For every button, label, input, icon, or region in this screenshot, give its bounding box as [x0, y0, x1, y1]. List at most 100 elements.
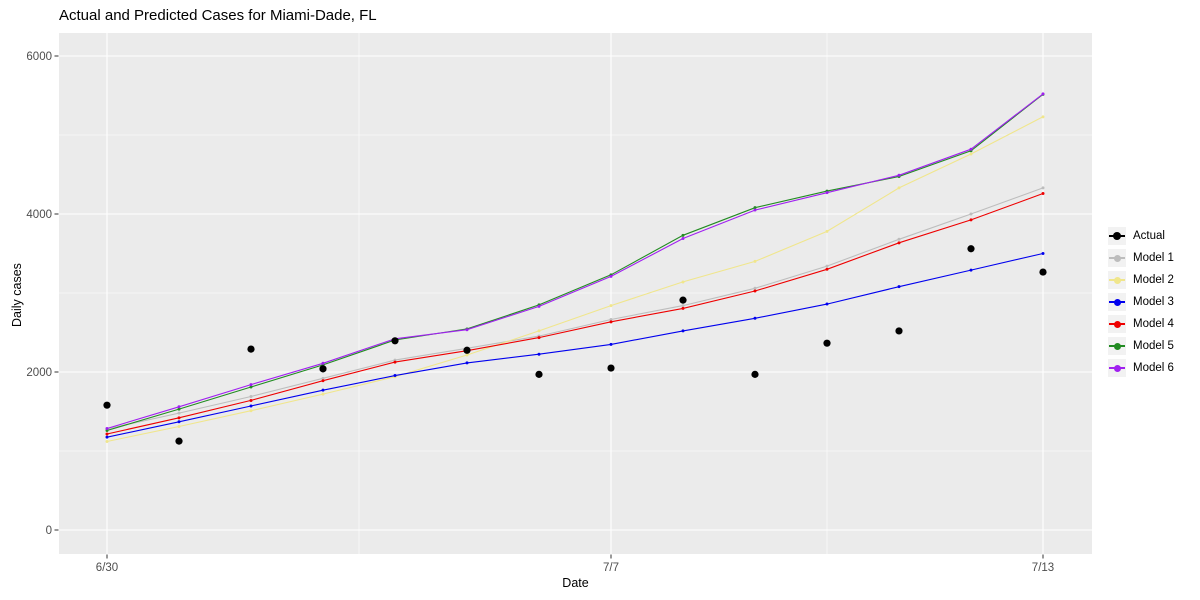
series-point-model-4	[105, 432, 109, 436]
series-point-model-4	[825, 267, 829, 271]
series-point-model-5	[681, 233, 685, 237]
legend-key-icon	[1108, 249, 1126, 267]
series-point-model-2	[177, 425, 181, 429]
actual-point	[247, 345, 255, 353]
series-line-model-6	[106, 93, 1044, 430]
series-line-model-4	[106, 192, 1044, 435]
legend-item: Model 3	[1108, 291, 1174, 313]
series-point-model-6	[609, 274, 613, 278]
series-point-model-5	[753, 206, 757, 210]
series-point-model-1	[897, 237, 901, 241]
chart-title: Actual and Predicted Cases for Miami-Dad…	[59, 7, 377, 24]
series-point-model-3	[105, 435, 109, 439]
series-point-model-4	[609, 320, 613, 324]
series-point-model-2	[465, 353, 469, 357]
series-point-model-6	[465, 328, 469, 332]
series-point-model-2	[537, 329, 541, 333]
series-line-model-3	[106, 252, 1044, 438]
legend-item: Actual	[1108, 225, 1174, 247]
actual-point	[1039, 268, 1047, 276]
legend-item: Model 1	[1108, 247, 1174, 269]
actual-point	[895, 327, 903, 335]
legend-item-label: Model 4	[1133, 318, 1174, 330]
legend-item-label: Model 1	[1133, 252, 1174, 264]
series-point-model-3	[177, 420, 181, 424]
series-point-model-1	[969, 212, 973, 216]
legend-point-glyph	[1114, 343, 1121, 350]
series-line-model-2	[106, 116, 1044, 443]
series-point-model-1	[1041, 186, 1045, 190]
series-point-model-2	[969, 152, 973, 156]
series-point-model-4	[753, 289, 757, 293]
legend-key-icon	[1108, 315, 1126, 333]
series-point-model-2	[105, 440, 109, 444]
legend-point-glyph	[1114, 321, 1121, 328]
legend: Actual Model 1 Model 2 Model 3 Model 4 Model …	[1108, 225, 1174, 379]
series-point-model-6	[969, 147, 973, 151]
legend-item-label: Actual	[1133, 230, 1165, 242]
y-axis-title: Daily cases	[10, 263, 24, 327]
series-point-model-6	[1041, 92, 1045, 96]
x-axis-title: Date	[562, 576, 589, 590]
series-point-model-6	[321, 361, 325, 365]
legend-item: Model 2	[1108, 269, 1174, 291]
legend-point-glyph	[1114, 277, 1121, 284]
actual-point	[319, 365, 327, 373]
actual-point	[823, 339, 831, 347]
series-point-model-1	[681, 304, 685, 308]
y-tick-label: 4000	[26, 209, 52, 221]
series-line-model-1	[106, 187, 1044, 430]
actual-point	[967, 245, 975, 253]
actual-point	[535, 370, 543, 378]
legend-item: Model 4	[1108, 313, 1174, 335]
series-point-model-6	[177, 405, 181, 409]
series-point-model-2	[825, 229, 829, 233]
series-point-model-1	[753, 286, 757, 290]
series-point-model-2	[249, 409, 253, 413]
series-point-model-4	[537, 336, 541, 340]
series-point-model-2	[681, 280, 685, 284]
legend-point-glyph	[1114, 299, 1121, 306]
series-point-model-3	[609, 342, 613, 346]
legend-item-label: Model 2	[1133, 274, 1174, 286]
series-point-model-2	[897, 186, 901, 190]
series-point-model-3	[897, 285, 901, 289]
legend-point-glyph	[1114, 365, 1121, 372]
x-tick-label: 6/30	[96, 562, 118, 574]
series-point-model-4	[897, 241, 901, 245]
y-tick-label: 2000	[26, 367, 52, 379]
series-point-model-1	[609, 317, 613, 321]
series-point-model-4	[393, 360, 397, 364]
actual-point	[391, 337, 399, 345]
series-point-model-3	[1041, 252, 1045, 255]
series-point-model-4	[969, 218, 973, 222]
series-point-model-4	[249, 398, 253, 402]
legend-item-label: Model 5	[1133, 340, 1174, 352]
series-point-model-2	[1041, 115, 1045, 119]
series-point-model-4	[177, 416, 181, 420]
series-point-model-3	[681, 329, 685, 333]
series-point-model-4	[321, 379, 325, 383]
series-point-model-6	[537, 304, 541, 308]
series-point-model-1	[321, 376, 325, 380]
series-point-model-2	[609, 304, 613, 308]
legend-point-glyph	[1113, 232, 1121, 240]
series-point-model-1	[249, 394, 253, 398]
series-point-model-2	[753, 259, 757, 263]
series-point-model-6	[897, 173, 901, 177]
series-point-model-3	[393, 374, 397, 378]
series-line-model-5	[106, 93, 1044, 432]
series-point-model-3	[321, 388, 325, 392]
actual-point	[463, 346, 471, 354]
series-point-model-1	[825, 264, 829, 268]
series-point-model-4	[681, 306, 685, 310]
series-point-model-3	[753, 316, 757, 320]
legend-point-glyph	[1114, 255, 1121, 262]
series-point-model-4	[1041, 191, 1045, 195]
actual-point	[751, 370, 759, 378]
legend-item: Model 5	[1108, 335, 1174, 357]
series-point-model-3	[969, 268, 973, 272]
series-point-model-6	[249, 383, 253, 387]
